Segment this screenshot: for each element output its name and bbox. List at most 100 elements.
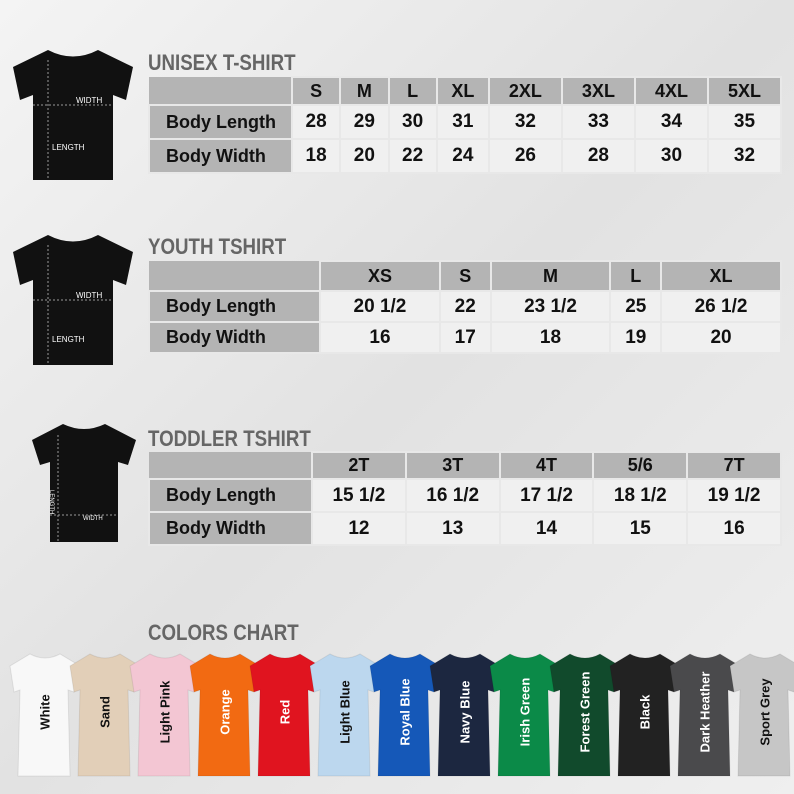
table-row: Body Width 18 20 22 24 26 28 30 32	[148, 138, 783, 174]
size-value: 22	[387, 138, 438, 174]
size-value: 20	[660, 321, 782, 354]
size-value: 32	[706, 138, 783, 174]
tshirt-icon	[369, 653, 441, 777]
tshirt-icon	[9, 653, 81, 777]
size-value: 29	[339, 104, 390, 140]
table-row: Body Length 20 1/2 22 23 1/2 25 26 1/2	[148, 290, 782, 323]
size-value: 20 1/2	[319, 290, 441, 323]
color-name: Light Blue	[337, 680, 353, 744]
blank-cell	[149, 452, 312, 479]
size-header: 2T	[311, 451, 407, 480]
row-label: Body Width	[148, 321, 321, 354]
size-value: 18	[489, 321, 612, 354]
blank-cell	[149, 77, 292, 105]
size-value: 17	[438, 321, 492, 354]
size-header: M	[489, 260, 612, 292]
size-value: 15	[592, 511, 689, 546]
size-value: 22	[438, 290, 492, 323]
size-value: 32	[487, 104, 563, 140]
unisex-size-table: S M L XL 2XL 3XL 4XL 5XL Body Length 28 29 30 31 32 33…	[148, 76, 783, 174]
tshirt-icon	[489, 653, 561, 777]
color-name: Black	[637, 694, 653, 730]
size-value: 30	[387, 104, 438, 140]
length-label: LENGTH	[48, 490, 54, 514]
color-swatch-sand: Sand	[68, 652, 142, 780]
size-value: 28	[560, 138, 636, 174]
color-swatch-white: White	[8, 652, 82, 780]
color-swatch-navy-blue: Navy Blue	[428, 652, 502, 780]
tshirt-icon	[549, 653, 621, 777]
color-swatch-orange: Orange	[188, 652, 262, 780]
table-row: Body Length 28 29 30 31 32 33 34 35	[148, 104, 783, 140]
color-name: Sand	[97, 696, 113, 728]
toddler-shirt-diagram: WIDTH LENGTH	[32, 424, 136, 542]
width-label: WIDTH	[76, 96, 102, 105]
size-header: S	[290, 76, 342, 106]
length-label: LENGTH	[52, 143, 85, 152]
color-name: Royal Blue	[397, 678, 413, 746]
size-value: 19 1/2	[686, 478, 782, 513]
color-name: Forest Green	[577, 671, 593, 753]
color-swatch-forest-green: Forest Green	[548, 652, 622, 780]
size-value: 35	[706, 104, 783, 140]
youth-size-table: XS S M L XL Body Length 20 1/2 22 23 1/2 25 26 1/2…	[148, 260, 782, 354]
size-value: 17 1/2	[498, 478, 595, 513]
size-value: 31	[435, 104, 490, 140]
youth-shirt-diagram: WIDTH LENGTH	[13, 235, 133, 365]
color-swatch-black: Black	[608, 652, 682, 780]
table-row: Body Width 16 17 18 19 20	[148, 321, 782, 354]
color-swatch-royal-blue: Royal Blue	[368, 652, 442, 780]
size-value: 28	[290, 104, 342, 140]
size-value: 30	[633, 138, 709, 174]
size-value: 19	[609, 321, 663, 354]
size-header: 3XL	[560, 76, 636, 106]
color-name: White	[37, 694, 53, 730]
size-value: 26 1/2	[660, 290, 782, 323]
width-label: WIDTH	[76, 291, 102, 300]
color-name: Orange	[217, 689, 233, 735]
size-header: XL	[435, 76, 490, 106]
size-header: S	[438, 260, 492, 292]
length-label: LENGTH	[52, 335, 85, 344]
color-swatch-light-pink: Light Pink	[128, 652, 202, 780]
color-name: Light Pink	[157, 680, 173, 744]
row-label: Body Length	[148, 104, 293, 140]
tshirt-icon	[669, 653, 741, 777]
size-value: 24	[435, 138, 490, 174]
size-header: L	[609, 260, 663, 292]
size-value: 14	[498, 511, 595, 546]
color-name: Dark Heather	[697, 671, 713, 753]
toddler-title: TODDLER TSHIRT	[148, 426, 311, 451]
tshirt-icon	[69, 653, 141, 777]
size-value: 16	[319, 321, 441, 354]
color-swatch-light-blue: Light Blue	[308, 652, 382, 780]
color-name: Irish Green	[517, 677, 533, 747]
tshirt-icon	[249, 653, 321, 777]
row-label: Body Width	[148, 138, 293, 174]
size-header: 5XL	[706, 76, 783, 106]
size-value: 25	[609, 290, 663, 323]
size-value: 26	[487, 138, 563, 174]
tshirt-icon	[609, 653, 681, 777]
blank-cell	[149, 261, 320, 291]
size-value: 16	[686, 511, 782, 546]
size-value: 23 1/2	[489, 290, 612, 323]
size-header: 2XL	[487, 76, 563, 106]
size-value: 18	[290, 138, 342, 174]
color-swatch-dark-heather: Dark Heather	[668, 652, 742, 780]
color-swatch-irish-green: Irish Green	[488, 652, 562, 780]
tshirt-icon	[129, 653, 201, 777]
size-header: 3T	[404, 451, 501, 480]
tshirt-icon	[309, 653, 381, 777]
size-header: 5/6	[592, 451, 689, 480]
size-header: XS	[319, 260, 441, 292]
size-header: 7T	[686, 451, 782, 480]
toddler-size-table: 2T 3T 4T 5/6 7T Body Length 15 1/2 16 1/2 17 1/2…	[148, 451, 782, 546]
tshirt-icon	[729, 653, 794, 777]
colors-title: COLORS CHART	[148, 620, 299, 645]
size-value: 33	[560, 104, 636, 140]
size-value: 13	[404, 511, 501, 546]
size-header: 4XL	[633, 76, 709, 106]
size-value: 34	[633, 104, 709, 140]
size-value: 18 1/2	[592, 478, 689, 513]
